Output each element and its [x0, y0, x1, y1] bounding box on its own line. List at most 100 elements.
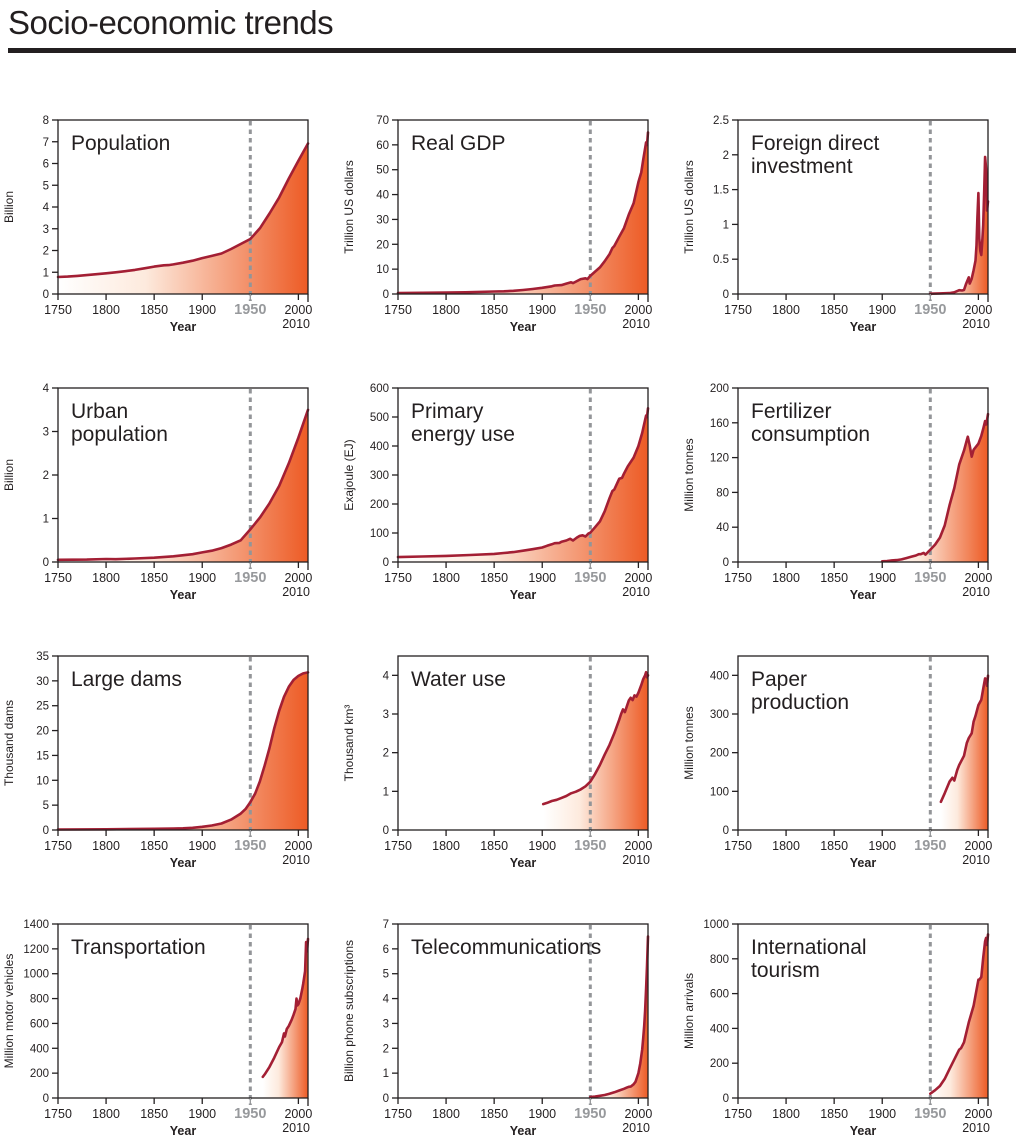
y-tick-label: 10 [376, 264, 389, 276]
y-tick-label: 3 [43, 224, 49, 236]
x-tick-label: 1800 [772, 303, 800, 317]
data-line [56, 671, 310, 831]
y-tick-label: 0 [723, 557, 729, 569]
y-axis-label: Trillion US dollars [682, 160, 696, 254]
data-line [541, 670, 650, 806]
y-tick-label: 800 [710, 954, 729, 966]
data-line [56, 408, 310, 562]
y-tick-label: 400 [370, 441, 389, 453]
x-tick-label: 1850 [480, 1107, 508, 1121]
chart-title: Foreign direct [751, 132, 880, 155]
x-tick-label: 2000 [624, 1107, 652, 1121]
y-tick-label: 100 [710, 786, 729, 798]
x-tick-label: 1850 [140, 839, 168, 853]
x-tick-label: 2000 [284, 571, 312, 585]
area-fill [543, 672, 648, 830]
y-axis-label: Thousand dams [2, 700, 16, 786]
y-tick-label: 0 [383, 557, 389, 569]
x-tick-label: 1750 [724, 1107, 752, 1121]
chart-panel-fertilizer-consumption: 0 40 80 120 160 200 1750 1800 1850 1900 1950 2000 20… [680, 374, 1016, 604]
y-tick-label: 0 [723, 825, 729, 837]
x-tick-label: 1750 [384, 1107, 412, 1121]
x-tick-label-1950: 1950 [234, 570, 266, 586]
chart-panel-primary-energy-use: 0 100 200 300 400 500 600 1750 1800 1850 1900 1950 2… [340, 374, 680, 604]
chart-foreign-direct-investment: 0 0.5 1 1.5 2 2.5 1750 1800 1850 1900 1950 20002010… [682, 115, 992, 334]
chart-title: Water use [411, 668, 506, 691]
page-title: Socio-economic trends [8, 4, 334, 41]
y-axis-label: Thousand km³ [342, 705, 356, 782]
x-tick-label: 1900 [528, 1107, 556, 1121]
chart-panel-foreign-direct-investment: 0 0.5 1 1.5 2 2.5 1750 1800 1850 1900 1950 2000 2010… [680, 106, 1016, 336]
y-tick-label: 2 [43, 470, 49, 482]
x-tick-label: 1900 [868, 303, 896, 317]
x-tick-label-1950: 1950 [914, 570, 946, 586]
chart-panel-population: 0 1 2 3 4 5 6 7 8 1750 1800 1850 1900 1950 2000 2010 Yea… [0, 106, 340, 336]
data-line [929, 155, 990, 295]
x-end-label: 2010 [962, 585, 990, 599]
x-tick-label: 1900 [528, 303, 556, 317]
y-tick-label: 1 [43, 267, 49, 279]
y-tick-label: 200 [710, 383, 729, 395]
x-tick-label: 1750 [724, 839, 752, 853]
y-tick-label: 1000 [703, 919, 729, 931]
x-axis-label: Year [510, 1124, 537, 1138]
plot-box [397, 655, 649, 831]
y-tick-label: 2 [383, 1043, 389, 1055]
y-tick-label: 200 [370, 499, 389, 511]
x-axis-label: Year [850, 856, 877, 870]
y-axis-label: Billion phone subscriptions [342, 940, 356, 1082]
area-fill [58, 672, 308, 830]
x-tick-label: 1850 [820, 571, 848, 585]
chart-panel-international-tourism: 0 200 400 600 800 1000 1750 1800 1850 1900 1950 200… [680, 910, 1016, 1138]
y-tick-label: 30 [36, 676, 49, 688]
y-tick-label: 1200 [23, 944, 49, 956]
x-tick-label: 1800 [92, 303, 120, 317]
x-tick-label: 1850 [140, 571, 168, 585]
chart-title: Primary [411, 400, 484, 423]
y-tick-label: 3 [383, 709, 389, 721]
y-tick-label: 7 [43, 137, 49, 149]
y-axis-label: Exajoule (EJ) [342, 439, 356, 510]
charts-grid: 0 1 2 3 4 5 6 7 8 1750 1800 1850 1900 1950 2000 2010 Yea… [0, 106, 1016, 1138]
data-line [396, 406, 650, 559]
y-tick-label: 1 [383, 1068, 389, 1080]
x-tick-label: 1900 [528, 571, 556, 585]
y-tick-label: 200 [30, 1068, 49, 1080]
y-tick-label: 800 [30, 994, 49, 1006]
x-tick-label: 1800 [92, 1107, 120, 1121]
x-tick-label-1950: 1950 [574, 302, 606, 318]
y-axis-label: Million motor vehicles [2, 954, 16, 1069]
x-tick-label-1950: 1950 [574, 838, 606, 854]
y-tick-label: 2 [43, 245, 49, 257]
data-line [56, 142, 310, 279]
x-tick-label: 2000 [284, 839, 312, 853]
x-tick-label: 2000 [964, 571, 992, 585]
y-tick-label: 0 [43, 825, 49, 837]
chart-title: Population [71, 132, 170, 155]
plot-box [737, 655, 989, 831]
y-axis-label: Million tonnes [682, 706, 696, 779]
x-tick-label: 1750 [44, 1107, 72, 1121]
x-tick-label: 1750 [384, 303, 412, 317]
x-tick-label: 1750 [724, 571, 752, 585]
chart-panel-paper-production: 0 100 200 300 400 1750 1800 1850 1900 1950 2000 201… [680, 642, 1016, 872]
x-axis-label: Year [850, 1124, 877, 1138]
x-tick-label: 1900 [868, 1107, 896, 1121]
x-tick-label: 1900 [868, 839, 896, 853]
chart-title: Real GDP [411, 132, 506, 155]
y-tick-label: 35 [36, 651, 49, 663]
plot-box [397, 923, 649, 1099]
x-tick-label: 1850 [480, 839, 508, 853]
area-fill [930, 156, 988, 294]
y-tick-label: 15 [36, 750, 49, 762]
x-tick-label: 1900 [188, 303, 216, 317]
x-tick-label: 1800 [772, 1107, 800, 1121]
y-tick-label: 0 [723, 289, 729, 301]
x-tick-label-1950: 1950 [914, 1106, 946, 1122]
x-axis-label: Year [170, 320, 197, 334]
x-tick-label: 2000 [284, 1107, 312, 1121]
chart-paper-production: 0 100 200 300 400 1750 1800 1850 1900 1950 2000201… [682, 655, 992, 870]
x-end-label: 2010 [282, 585, 310, 599]
